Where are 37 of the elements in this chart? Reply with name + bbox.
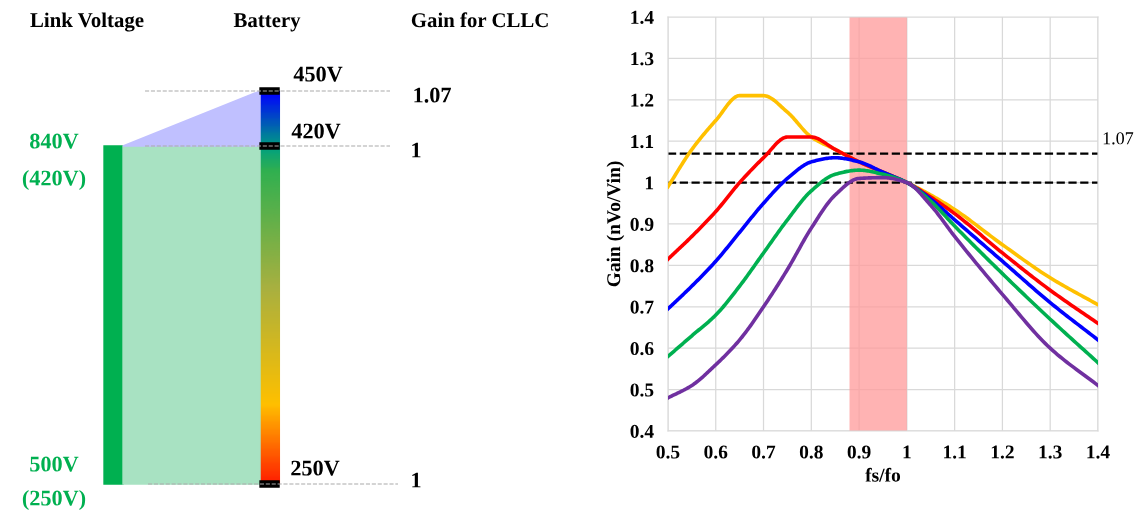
text: 450V [293, 66, 343, 82]
y-tick-label: 1.3 [631, 52, 654, 66]
y-axis-title: Gain (nVo/Vin) [606, 161, 625, 287]
text: Link Voltage [30, 12, 144, 32]
ref-line-label: 1.07 [1103, 132, 1134, 145]
x-tick-label: 1 [903, 445, 911, 459]
y-tick-label: 1.2 [631, 93, 654, 107]
y-tick-label: 0.4 [630, 424, 654, 439]
x-tick-label: 0.9 [847, 445, 871, 459]
text: 250V [291, 460, 340, 476]
x-tick-label: 0.6 [704, 445, 728, 459]
y-tick-label: 1 [645, 176, 654, 190]
text: Battery [233, 13, 301, 32]
text: 500V [30, 456, 79, 472]
x-tick-label: 1.4 [1087, 445, 1110, 459]
text: (420V) [22, 169, 86, 191]
x-tick-label: 1.3 [1039, 445, 1062, 459]
x-tick-label: 1.2 [991, 445, 1014, 459]
text: 1.07 [414, 87, 451, 103]
y-tick-label: 0.9 [630, 217, 654, 231]
x-tick-label: 0.8 [799, 445, 823, 459]
text: Gain for CLLC [411, 12, 548, 28]
y-tick-label: 0.8 [630, 259, 654, 273]
text: 420V [291, 123, 341, 139]
x-tick-label: 1.1 [944, 445, 966, 459]
text: (250V) [22, 489, 86, 511]
x-axis-title: fs/fo [865, 467, 901, 482]
x-tick-label: 0.7 [752, 445, 776, 459]
y-tick-label: 0.7 [630, 300, 654, 314]
y-tick-label: 0.5 [630, 383, 654, 397]
x-tick-label: 0.5 [656, 445, 680, 459]
y-tick-label: 1.1 [631, 135, 654, 149]
text: 1 [412, 142, 421, 158]
text: 840V [30, 133, 79, 149]
y-tick-label: 0.6 [630, 342, 654, 356]
y-tick-label: 1.4 [631, 10, 654, 24]
text: 1 [412, 472, 421, 488]
